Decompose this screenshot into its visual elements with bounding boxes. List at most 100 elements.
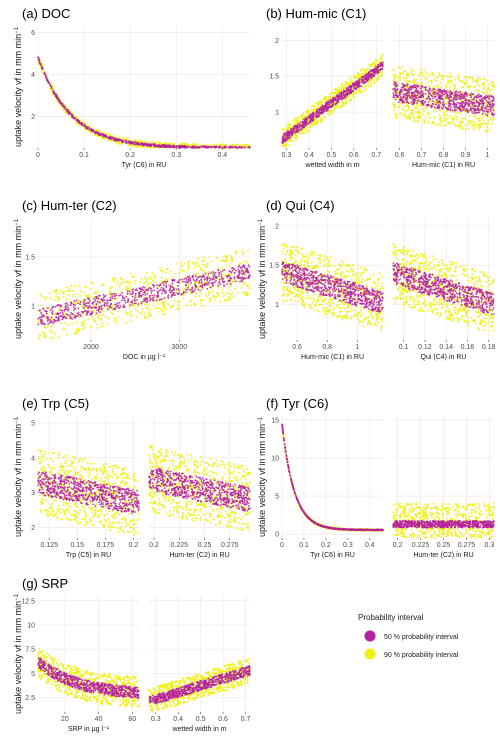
data-point [492,96,494,98]
data-point [340,90,343,93]
data-point [492,84,495,86]
data-point [197,257,200,260]
data-point [443,124,446,127]
data-point [380,58,383,61]
x-tick-label: 0.6 [349,152,359,159]
data-point [97,314,100,316]
data-point [191,261,194,264]
data-point [215,296,218,299]
data-point [375,69,377,71]
data-point [449,109,452,111]
data-point [80,315,82,317]
data-point [458,77,460,80]
data-point [404,115,406,118]
data-point [483,84,485,87]
data-point [421,90,423,93]
data-point [37,59,40,62]
data-point [372,68,375,70]
data-point [196,262,199,265]
data-point [134,280,137,283]
data-point [287,122,290,125]
data-point [485,122,488,125]
data-point [45,296,48,299]
data-point [428,97,431,100]
data-point [191,145,194,148]
data-point [432,88,434,91]
data-point [115,139,117,142]
data-point [451,121,454,124]
data-point [67,289,70,292]
data-point [420,96,422,99]
data-point [49,337,52,340]
data-point [440,97,442,100]
data-point [185,284,188,287]
data-point [224,293,226,296]
data-point [413,99,415,101]
data-point [409,113,412,116]
data-point [76,118,78,121]
data-point [397,101,400,103]
data-point [467,99,470,102]
data-point [58,309,61,312]
data-point [161,269,164,272]
data-point [455,90,458,93]
data-point [139,145,142,148]
data-point [234,250,237,253]
data-point [440,122,443,125]
data-point [327,100,329,103]
data-point [473,98,475,101]
data-point [166,268,169,271]
data-point [470,121,473,124]
data-point [462,86,465,89]
data-point [134,141,137,144]
data-point [355,88,357,91]
data-point [426,77,429,80]
data-point [185,304,188,307]
data-point [460,125,463,128]
data-point [178,306,181,309]
data-point [160,286,163,289]
data-point [231,258,234,261]
data-point [66,333,68,336]
data-point [143,281,146,284]
data-point [132,275,135,278]
data-point [456,118,459,121]
data-point [469,76,471,79]
data-point [56,97,59,100]
data-point [371,74,374,77]
data-point [316,108,319,111]
data-point [485,91,488,94]
data-point [62,295,65,298]
data-point [153,277,156,280]
data-point [193,142,196,145]
data-point [431,105,433,108]
data-point [172,142,175,145]
data-point [396,79,399,82]
data-point [463,82,466,85]
data-point [484,113,487,115]
data-point [119,276,122,279]
data-point [92,301,94,304]
data-point [335,87,337,90]
data-point [182,289,185,292]
data-point [111,279,114,282]
data-point [73,332,76,335]
data-point [449,103,452,105]
data-point [449,76,452,79]
data-point [343,86,346,89]
data-point [396,94,399,96]
data-point [325,101,328,104]
panel-title: (c) Hum-ter (C2) [22,198,117,213]
data-point [372,79,375,81]
data-point [490,95,493,97]
data-point [400,67,403,70]
data-point [467,86,470,88]
data-point [294,132,297,135]
data-point [146,295,149,298]
data-point [414,86,417,89]
data-point [459,104,462,107]
data-point [174,146,176,149]
data-point [85,285,88,288]
data-point [303,125,306,128]
data-point [480,108,483,111]
